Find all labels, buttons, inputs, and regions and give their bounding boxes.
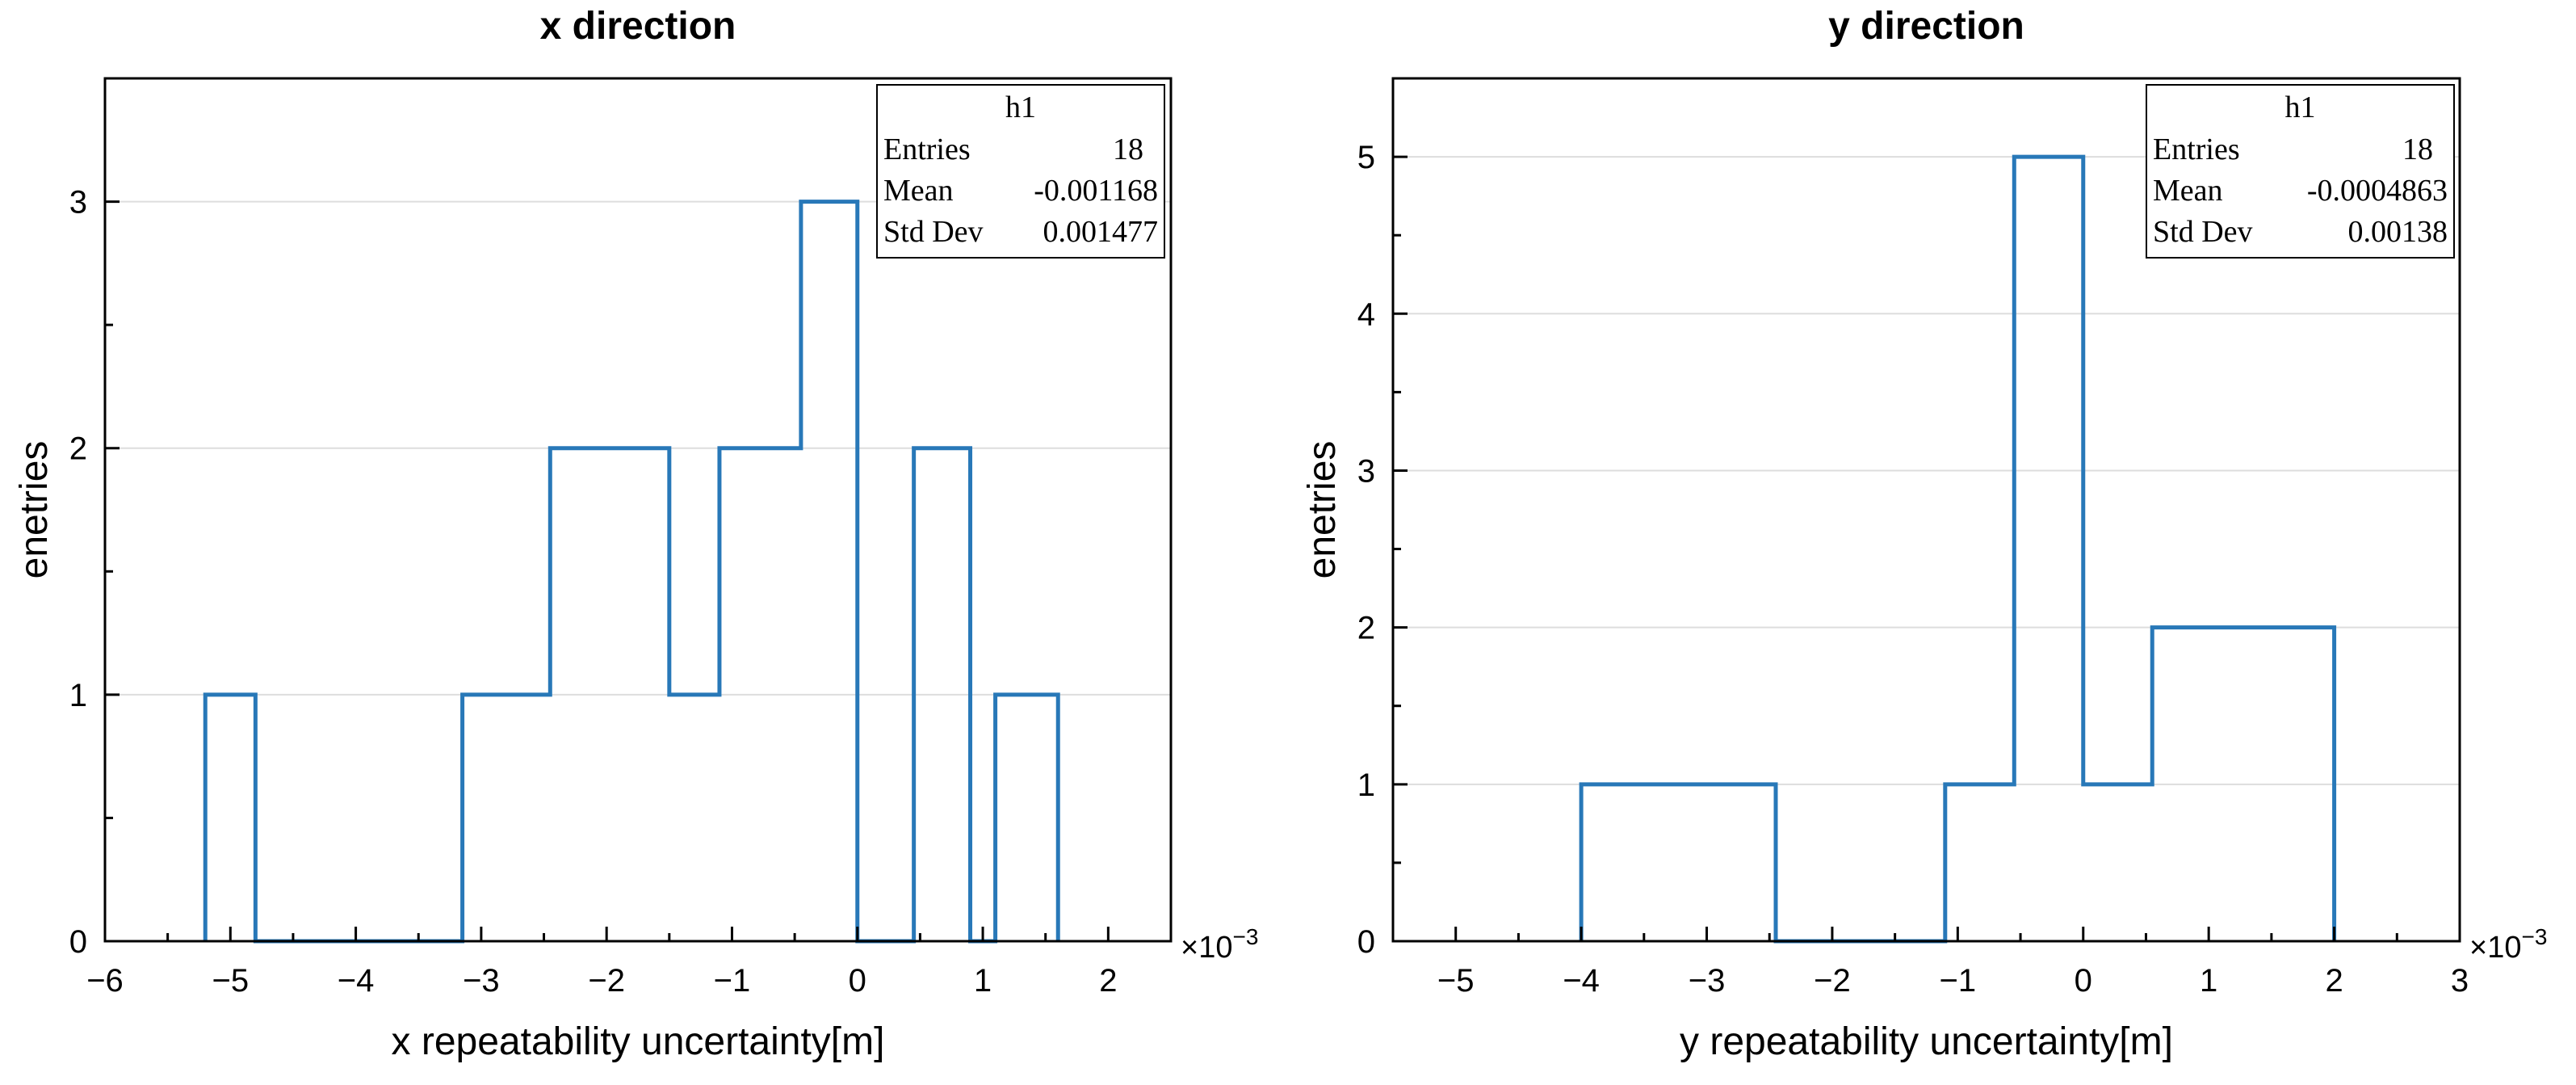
stats-name: h1 [2285, 90, 2316, 124]
y-axis-label: enetries [13, 441, 56, 579]
y-tick-label: 0 [69, 924, 87, 960]
y-tick-label: 3 [1357, 453, 1375, 489]
x-tick-label: 2 [1099, 963, 1117, 999]
x-tick-label: −4 [1563, 963, 1600, 999]
x-tick-label: −5 [212, 963, 249, 999]
x-tick-label: 1 [974, 963, 992, 999]
stats-label: Std Dev [883, 215, 984, 249]
plot-frame [1391, 77, 2461, 943]
histogram-bin [463, 695, 551, 941]
x-tick-label: −6 [86, 963, 124, 999]
x-tick-label: 0 [849, 963, 866, 999]
stats-value: 0.00138 [2348, 215, 2448, 249]
y-tick-label: 4 [1357, 296, 1375, 332]
x-tick-label: −1 [714, 963, 751, 999]
plot-frame [103, 77, 1173, 943]
x-tick-label: 1 [2200, 963, 2217, 999]
x-scale-exponent: −3 [2521, 924, 2547, 949]
y-tick-label: 0 [1357, 924, 1375, 960]
stats-box: h1 Entries 18 Mean -0.001168 Std Dev 0.001477 [876, 84, 1165, 259]
stats-label: Entries [883, 132, 971, 166]
x-scale-exponent: −3 [1232, 924, 1258, 949]
x-scale-multiplier: ×10−3 [1181, 924, 1258, 965]
x-tick-label: −5 [1437, 963, 1475, 999]
stats-label: Mean [2153, 174, 2223, 208]
x-axis-label: y repeatability uncertainty[m] [1680, 1020, 2173, 1063]
histogram-bin [205, 695, 255, 941]
stats-name: h1 [1005, 90, 1036, 124]
histogram-bin [801, 202, 858, 941]
y-axis-label: enetries [1301, 441, 1344, 579]
histogram-bin [1945, 784, 2014, 941]
stats-label: Entries [2153, 132, 2240, 166]
stats-label: Std Dev [2153, 215, 2253, 249]
y-tick-label: 1 [69, 678, 87, 713]
histogram-bin [1581, 784, 1776, 941]
chart-panel-x: −6 −5 −4 −3 −2 −1 0 1 2 0 1 2 3 x direction x repeatab… [13, 5, 1258, 1063]
stats-value: -0.001168 [1034, 174, 1158, 208]
x-scale-multiplier: ×10−3 [2469, 924, 2547, 965]
x-tick-label: −2 [1814, 963, 1851, 999]
stats-value: 18 [2402, 132, 2433, 166]
y-tick-label: 5 [1357, 140, 1375, 175]
x-tick-label: 0 [2075, 963, 2092, 999]
chart-panel-y: −5 −4 −3 −2 −1 0 1 2 3 0 1 2 3 4 5 y direction y repeata… [1301, 5, 2547, 1063]
x-tick-label: 3 [2451, 963, 2469, 999]
histogram-bin [996, 695, 1059, 941]
stats-value: 0.001477 [1043, 215, 1159, 249]
y-tick-label: 2 [69, 431, 87, 467]
y-tick-label: 3 [69, 185, 87, 221]
x-tick-label: −2 [588, 963, 625, 999]
histogram-outline [1579, 154, 2337, 944]
stats-box-frame [876, 84, 1165, 259]
stats-value: 18 [1113, 132, 1143, 166]
x-tick-label: −3 [1689, 963, 1726, 999]
x-scale-base: ×10 [1181, 931, 1232, 965]
x-tick-label: −4 [338, 963, 375, 999]
stats-label: Mean [883, 174, 954, 208]
histogram-bin [2083, 784, 2152, 941]
x-tick-label: 2 [2325, 963, 2343, 999]
x-scale-base: ×10 [2469, 931, 2521, 965]
stats-value: -0.0004863 [2307, 174, 2448, 208]
histogram-bin [2014, 157, 2083, 941]
chart-title: x direction [540, 5, 736, 48]
stats-box: h1 Entries 18 Mean -0.0004863 Std Dev 0.00138 [2146, 84, 2455, 259]
y-tick-label: 2 [1357, 611, 1375, 646]
x-tick-label: −3 [463, 963, 500, 999]
histogram-outline [203, 200, 1060, 944]
y-tick-label: 1 [1357, 767, 1375, 803]
histogram-bin [669, 695, 720, 941]
chart-title: y direction [1828, 5, 2024, 48]
x-tick-label: −1 [1940, 963, 1977, 999]
x-axis-label: x repeatability uncertainty[m] [392, 1020, 885, 1063]
stats-box-frame [2146, 84, 2455, 259]
